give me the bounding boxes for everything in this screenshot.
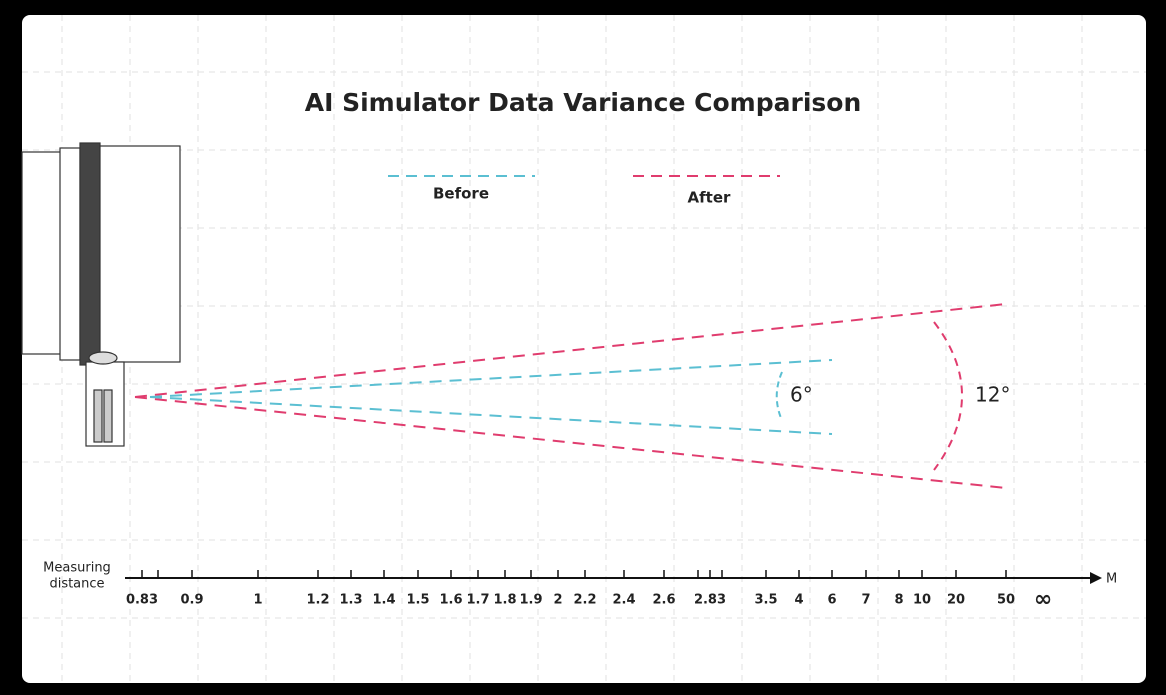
tick-label: 2.2 — [573, 593, 596, 608]
tick-label: 8 — [894, 593, 903, 608]
tick-label: 10 — [913, 593, 931, 608]
tick-label: 50 — [997, 593, 1015, 608]
axis-unit: M — [1106, 572, 1117, 587]
tick-label: 1.2 — [306, 593, 329, 608]
axis-label: distance — [49, 577, 104, 592]
after-beam-top — [134, 303, 1007, 398]
tick-label: 1.9 — [519, 593, 542, 608]
ticks: 0.83 0.9 1 1.2 1.3 1.4 1.5 1.6 1.7 1.8 1.9 2 2.2 2.4 2… — [126, 570, 1052, 612]
tick-label: 1.3 — [339, 593, 362, 608]
tick-label: 1 — [253, 593, 262, 608]
tick-label: 2.83 — [694, 593, 726, 608]
tick-label: ∞ — [1034, 587, 1052, 612]
camera — [21, 142, 181, 447]
after-beam-bottom — [134, 396, 1007, 489]
tick-label: 1.5 — [406, 593, 429, 608]
tick-label: 2.6 — [652, 593, 675, 608]
title: AI Simulator Data Variance Comparison — [305, 88, 862, 117]
tick-label: 1.8 — [493, 593, 516, 608]
axis-label: Measuring — [43, 561, 111, 576]
before-arc — [775, 371, 783, 419]
grid — [22, 15, 1146, 683]
tick-label: 4 — [794, 593, 803, 608]
before-beam-top — [149, 359, 833, 398]
tick-label: 0.9 — [180, 593, 203, 608]
legend-after: After — [688, 189, 731, 207]
before-beam-bottom — [149, 396, 833, 435]
tick-label: 3.5 — [754, 593, 777, 608]
tick-label: 2 — [553, 593, 562, 608]
beams — [134, 303, 1007, 489]
tick-label: 0.83 — [126, 593, 158, 608]
angle-before: 6° — [790, 383, 813, 407]
after-arc — [933, 321, 963, 471]
tick-label: 2.4 — [612, 593, 635, 608]
tick-label: 1.7 — [466, 593, 489, 608]
angle-after: 12° — [975, 383, 1010, 407]
tick-label: 1.6 — [439, 593, 462, 608]
tick-label: 6 — [827, 593, 836, 608]
tick-label: 1.4 — [372, 593, 395, 608]
axis-arrow — [1090, 572, 1102, 584]
legend-before: Before — [433, 185, 489, 203]
tick-label: 20 — [947, 593, 965, 608]
tick-label: 7 — [861, 593, 870, 608]
